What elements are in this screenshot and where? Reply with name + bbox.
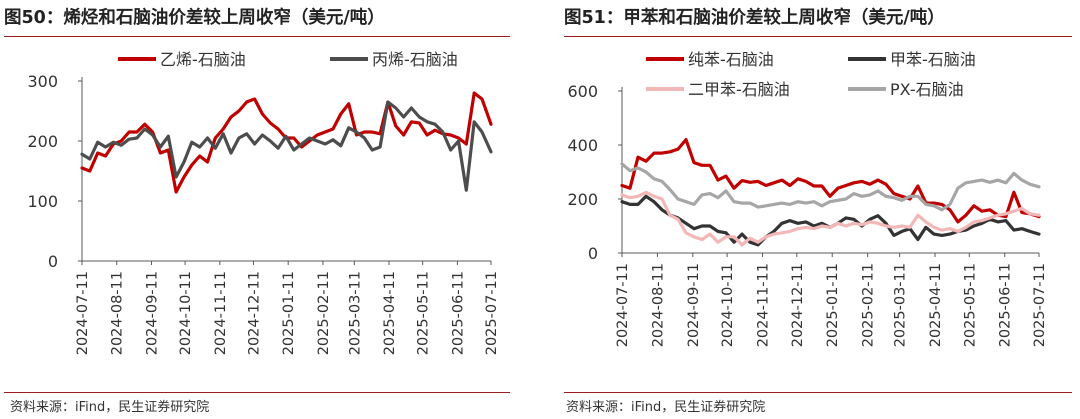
x-tick-label: 2025-05-11 (962, 263, 978, 347)
x-tick-label: 2024-09-11 (686, 263, 702, 347)
y-tick-label: 400 (567, 136, 598, 155)
y-tick-label: 0 (48, 252, 58, 271)
x-tick-label: 2025-01-11 (825, 263, 841, 347)
y-tick-label: 0 (588, 244, 598, 263)
x-tick-label: 2025-07-11 (1032, 263, 1048, 347)
chart-title: 图50：烯烃和石脑油价差较上周收窄（美元/吨） (4, 8, 385, 28)
source-note: 资料来源：iFind，民生证券研究院 (10, 400, 210, 415)
x-tick-label: 2025-05-11 (416, 271, 432, 355)
footer-divider (564, 392, 1072, 393)
x-tick-label: 2024-12-11 (790, 263, 806, 347)
y-tick-label: 200 (27, 132, 58, 151)
x-tick-label: 2025-02-11 (316, 271, 332, 355)
legend-label: 甲苯-石脑油 (890, 50, 976, 69)
source-note: 资料来源：iFind，民生证券研究院 (566, 400, 766, 415)
series-line (80, 100, 493, 192)
line-chart-toluene: 0 200 400 600 2024-07-11 2024-08-11 2024-09-11… (567, 50, 1048, 347)
series-line (620, 138, 1041, 224)
legend-label: PX-石脑油 (890, 80, 964, 99)
x-tick-label: 2024-07-11 (615, 263, 631, 347)
x-tick-label: 2024-11-11 (756, 263, 772, 347)
x-tick-label: 2025-03-11 (347, 271, 363, 355)
x-tick-label: 2025-02-11 (861, 263, 877, 347)
series-line (620, 162, 1041, 212)
chart-panel-toluene: 图51：甲苯和石脑油价差较上周收窄（美元/吨） 0 200 400 600 2024-0… (560, 0, 1080, 419)
footer-divider (4, 392, 510, 393)
x-tick-label: 2024-12-11 (246, 271, 262, 355)
legend-label: 丙烯-石脑油 (372, 50, 458, 69)
title-divider (564, 36, 1072, 37)
series-line (80, 91, 493, 194)
x-tick-label: 2024-08-11 (650, 263, 666, 347)
x-tick-label: 2025-03-11 (893, 263, 909, 347)
x-tick-label: 2024-09-11 (144, 271, 160, 355)
title-divider (4, 36, 510, 37)
x-tick-label: 2025-07-11 (484, 271, 500, 355)
x-tick-label: 2024-07-11 (75, 271, 91, 355)
x-tick-label: 2024-10-11 (178, 271, 194, 355)
legend-label: 纯苯-石脑油 (688, 50, 774, 69)
x-tick-label: 2024-11-11 (213, 271, 229, 355)
x-tick-label: 2025-06-11 (450, 271, 466, 355)
legend-label: 乙烯-石脑油 (160, 50, 246, 69)
x-tick-label: 2025-04-11 (928, 263, 944, 347)
x-tick-label: 2025-06-11 (998, 263, 1014, 347)
x-tick-label: 2025-04-11 (382, 271, 398, 355)
chart-title: 图51：甲苯和石脑油价差较上周收窄（美元/吨） (564, 8, 945, 28)
y-tick-label: 300 (27, 72, 58, 91)
y-tick-label: 600 (567, 82, 598, 101)
y-tick-label: 200 (567, 190, 598, 209)
x-tick-label: 2024-10-11 (720, 263, 736, 347)
legend-label: 二甲苯-石脑油 (688, 80, 790, 99)
chart-panel-ethylene: 图50：烯烃和石脑油价差较上周收窄（美元/吨） 0 100 200 300 2024-0… (0, 0, 520, 419)
series-line (620, 190, 1041, 247)
y-tick-label: 100 (27, 192, 58, 211)
line-chart-ethylene: 0 100 200 300 2024-07-11 2024-08-11 2024-09-11… (27, 50, 500, 355)
x-tick-label: 2025-01-11 (281, 271, 297, 355)
x-tick-label: 2024-08-11 (110, 271, 126, 355)
